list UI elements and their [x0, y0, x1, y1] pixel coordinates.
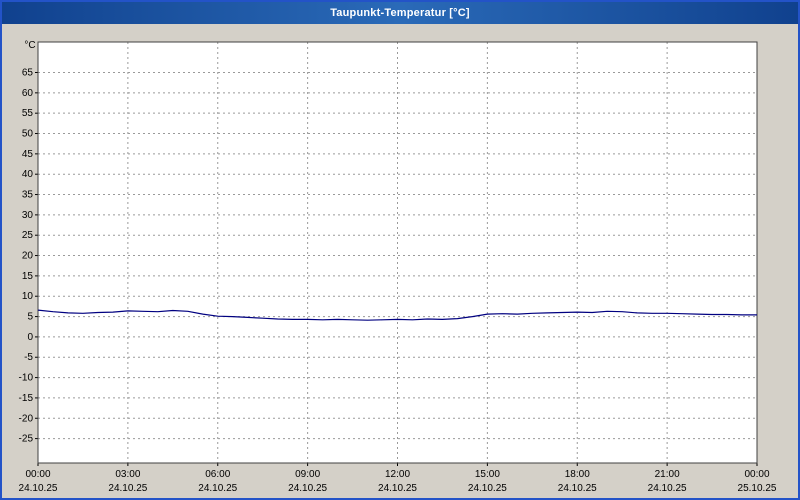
- dewpoint-temperature-chart: -25 -20 -15 -10 -5 0 5 10 15 20 25 30 35 40 45 50 55 60 65…: [19, 40, 777, 494]
- svg-text:50: 50: [22, 129, 34, 140]
- svg-text:20: 20: [22, 251, 34, 262]
- svg-text:00:00: 00:00: [744, 469, 769, 480]
- svg-text:24.10.25: 24.10.25: [558, 483, 597, 494]
- svg-text:5: 5: [27, 312, 33, 323]
- svg-text:-25: -25: [19, 434, 34, 445]
- svg-text:24.10.25: 24.10.25: [468, 483, 507, 494]
- svg-text:24.10.25: 24.10.25: [198, 483, 237, 494]
- svg-text:65: 65: [22, 68, 34, 79]
- title-bar: Taupunkt-Temperatur [°C]: [2, 2, 798, 24]
- svg-text:0: 0: [27, 332, 33, 343]
- svg-text:-20: -20: [19, 413, 34, 424]
- svg-text:25: 25: [22, 230, 34, 241]
- svg-text:25.10.25: 25.10.25: [738, 483, 777, 494]
- svg-text:15: 15: [22, 271, 34, 282]
- svg-text:24.10.25: 24.10.25: [648, 483, 687, 494]
- svg-text:21:00: 21:00: [655, 469, 680, 480]
- chart-area: -25 -20 -15 -10 -5 0 5 10 15 20 25 30 35 40 45 50 55 60 65…: [2, 24, 798, 498]
- svg-text:03:00: 03:00: [115, 469, 140, 480]
- svg-text:45: 45: [22, 149, 34, 160]
- svg-text:35: 35: [22, 190, 34, 201]
- svg-text:10: 10: [22, 291, 34, 302]
- svg-text:24.10.25: 24.10.25: [108, 483, 147, 494]
- svg-text:12:00: 12:00: [385, 469, 410, 480]
- svg-text:24.10.25: 24.10.25: [378, 483, 417, 494]
- svg-text:°C: °C: [24, 40, 35, 51]
- svg-text:55: 55: [22, 108, 34, 119]
- svg-text:40: 40: [22, 169, 34, 180]
- window-title: Taupunkt-Temperatur [°C]: [330, 7, 470, 19]
- svg-text:15:00: 15:00: [475, 469, 500, 480]
- svg-text:00:00: 00:00: [25, 469, 50, 480]
- svg-text:09:00: 09:00: [295, 469, 320, 480]
- svg-text:06:00: 06:00: [205, 469, 230, 480]
- svg-text:-10: -10: [19, 373, 34, 384]
- svg-text:30: 30: [22, 210, 34, 221]
- svg-text:24.10.25: 24.10.25: [288, 483, 327, 494]
- svg-text:-15: -15: [19, 393, 34, 404]
- svg-text:60: 60: [22, 88, 34, 99]
- svg-text:18:00: 18:00: [565, 469, 590, 480]
- svg-text:24.10.25: 24.10.25: [19, 483, 58, 494]
- svg-text:-5: -5: [24, 352, 33, 363]
